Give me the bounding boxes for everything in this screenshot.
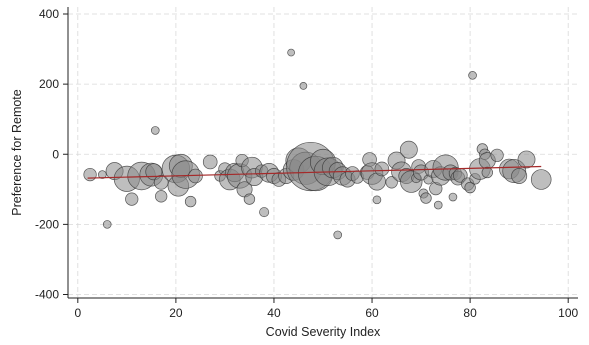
data-point [468, 71, 477, 80]
x-tick-label: 0 [74, 306, 81, 320]
data-point [448, 192, 458, 202]
data-point [374, 161, 390, 177]
x-tick-label: 80 [463, 306, 477, 320]
fitted-line [87, 165, 542, 179]
data-point [102, 220, 112, 229]
data-point [517, 150, 536, 169]
data-point [202, 154, 218, 170]
data-point [243, 193, 256, 205]
data-point [155, 190, 168, 203]
data-point [287, 48, 295, 57]
x-tick-label: 40 [267, 306, 281, 320]
x-tick-label: 20 [169, 306, 183, 320]
y-tick-label: 200 [39, 77, 59, 91]
data-point [372, 195, 382, 205]
data-point [259, 207, 270, 218]
grid [68, 7, 578, 298]
y-tick-label: 400 [39, 7, 59, 21]
y-tick-label: -200 [35, 217, 59, 231]
data-point [490, 148, 504, 162]
fit-line-layer [87, 165, 542, 179]
y-tick-label: -400 [35, 287, 59, 301]
data-point [125, 192, 139, 206]
data-point [530, 169, 552, 190]
data-point [420, 192, 432, 204]
y-tick-label: 0 [52, 147, 59, 161]
data-point [184, 195, 197, 208]
data-point [333, 230, 343, 240]
data-point [399, 140, 418, 159]
x-axis-title: Covid Severity Index [266, 325, 381, 339]
data-point [153, 175, 169, 190]
x-tick-label: 60 [365, 306, 379, 320]
ticks: 0 20 40 60 80 100 -400 -200 0 200 400 [35, 7, 579, 320]
axes [67, 7, 578, 299]
data-point [98, 170, 107, 179]
data-point [511, 168, 528, 184]
x-tick-label: 100 [558, 306, 578, 320]
data-point [150, 126, 160, 135]
data-point [83, 167, 97, 182]
data-point [433, 200, 443, 210]
data-points [83, 48, 552, 240]
data-point [464, 181, 476, 194]
data-point [481, 166, 493, 179]
y-axis-title: Preference for Remote [10, 89, 24, 215]
data-point [299, 82, 308, 90]
